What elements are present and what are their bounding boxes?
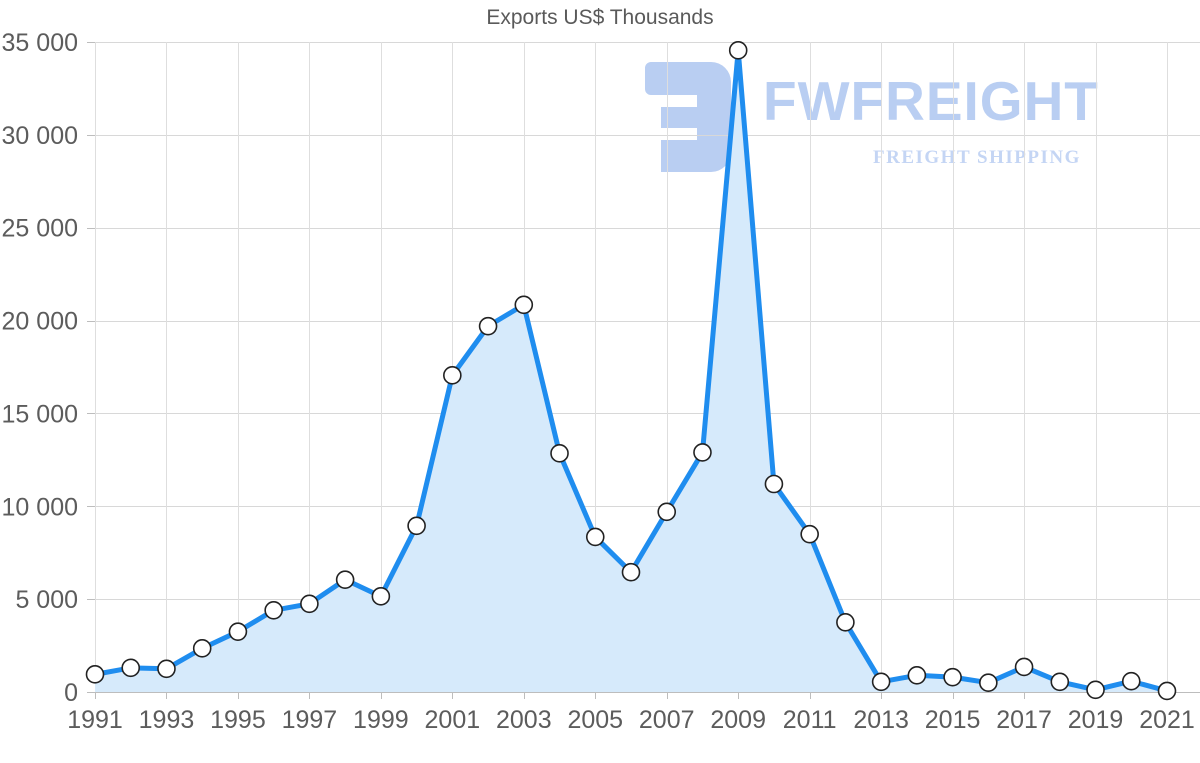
x-axis-tick-label: 2003: [496, 706, 552, 734]
x-axis-tick-label: 2017: [996, 706, 1052, 734]
series-markers: [85, 41, 1177, 701]
series-data-point[interactable]: [157, 659, 176, 679]
series-data-point[interactable]: [1050, 672, 1070, 692]
x-axis-tick-label: 2009: [710, 706, 766, 734]
series-data-point[interactable]: [979, 673, 998, 693]
x-axis-tick-label: 2013: [853, 706, 909, 734]
x-axis-tick-label: 2001: [425, 706, 481, 734]
y-axis-tick-label: 35 000: [2, 29, 78, 57]
x-axis-tick-label: 2011: [783, 706, 837, 734]
chart-title: Exports US$ Thousands: [486, 6, 714, 29]
axis-lines: [87, 42, 1200, 699]
y-axis-tick-label: 20 000: [2, 308, 78, 336]
x-axis-tick-label: 2019: [1068, 706, 1124, 734]
series-data-point[interactable]: [85, 665, 105, 684]
series-data-point[interactable]: [478, 316, 498, 336]
series-data-point[interactable]: [800, 524, 819, 544]
y-axis-tick-label: 5 000: [15, 586, 78, 614]
series-data-point[interactable]: [407, 516, 426, 536]
series-data-point[interactable]: [621, 562, 641, 582]
series-data-point[interactable]: [1014, 657, 1034, 677]
y-axis-tick-label: 30 000: [2, 122, 78, 150]
series-data-point[interactable]: [514, 295, 534, 315]
series-data-point[interactable]: [907, 665, 927, 685]
series-data-point[interactable]: [693, 443, 712, 462]
x-axis-tick-label: 1997: [282, 706, 338, 734]
x-axis-tick-label: 1991: [67, 706, 123, 734]
x-axis-tick-label: 2007: [639, 706, 695, 734]
y-axis-tick-label: 0: [64, 679, 78, 707]
series-data-point[interactable]: [335, 570, 355, 589]
series-data-point[interactable]: [764, 474, 784, 494]
series-area-fill: [95, 50, 1167, 693]
series-data-point[interactable]: [728, 41, 748, 60]
series-data-point[interactable]: [1157, 681, 1177, 701]
series-data-point[interactable]: [192, 639, 212, 658]
series-data-point[interactable]: [836, 613, 855, 632]
y-axis-tick-label: 15 000: [2, 400, 78, 428]
series-data-point[interactable]: [228, 622, 248, 641]
series-data-point[interactable]: [121, 658, 141, 678]
series-data-point[interactable]: [550, 444, 569, 463]
series-data-point[interactable]: [871, 672, 891, 692]
series-data-point[interactable]: [657, 502, 677, 522]
series-data-point[interactable]: [943, 667, 962, 687]
x-axis-tick-label: 1995: [210, 706, 266, 734]
series-data-point[interactable]: [371, 587, 391, 606]
x-axis-tick-label: 2005: [567, 706, 623, 734]
x-axis-tick-label: 2021: [1139, 706, 1195, 734]
series-data-point[interactable]: [264, 600, 283, 620]
series-data-point[interactable]: [443, 366, 462, 385]
y-axis-tick-label: 25 000: [2, 215, 78, 243]
y-axis-tick-labels: 0 5 000 10 000 15 000 20 000 25 000 30 000 35 0…: [2, 29, 78, 707]
y-axis-tick-label: 10 000: [2, 493, 78, 521]
series-data-point[interactable]: [585, 527, 605, 547]
x-axis-tick-label: 1999: [353, 706, 409, 734]
series-data-point[interactable]: [1086, 680, 1105, 700]
x-axis-tick-label: 1993: [139, 706, 195, 734]
x-axis-tick-label: 2015: [925, 706, 981, 734]
series-data-point[interactable]: [1121, 671, 1141, 691]
x-axis-tick-labels: 1991 1993 1995 1997 1999 2001 2003 2005 2007 2009…: [67, 706, 1195, 734]
series-data-point[interactable]: [300, 594, 319, 614]
